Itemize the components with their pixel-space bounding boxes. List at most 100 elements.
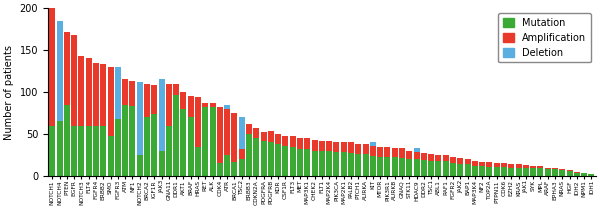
Bar [530,166,536,168]
Bar [304,138,310,149]
Bar [64,106,70,176]
Bar [275,144,281,176]
Bar [552,168,558,169]
Bar [479,166,485,176]
Y-axis label: Number of patients: Number of patients [4,45,14,140]
Bar [552,169,558,176]
Bar [406,159,412,176]
Bar [334,152,340,176]
Bar [487,162,493,167]
Bar [392,157,398,176]
Bar [188,117,194,176]
Bar [341,152,347,176]
Bar [246,134,252,176]
Bar [385,157,391,176]
Bar [49,8,55,126]
Bar [385,147,391,157]
Bar [348,142,354,153]
Bar [166,84,172,126]
Bar [326,151,332,176]
Bar [71,35,77,126]
Bar [217,107,223,163]
Bar [64,32,70,106]
Bar [559,170,565,176]
Bar [100,64,106,126]
Bar [406,151,412,159]
Bar [290,147,296,176]
Bar [348,153,354,176]
Bar [246,124,252,134]
Bar [290,136,296,147]
Bar [202,107,208,176]
Bar [319,151,325,176]
Bar [79,126,85,176]
Bar [428,154,434,161]
Bar [377,147,383,157]
Bar [137,82,143,155]
Bar [86,59,92,126]
Bar [574,173,580,176]
Bar [436,161,442,176]
Bar [413,152,419,159]
Bar [173,84,179,95]
Bar [166,126,172,176]
Bar [311,151,317,176]
Bar [428,161,434,176]
Bar [370,141,376,146]
Bar [392,148,398,157]
Bar [370,146,376,156]
Bar [304,149,310,176]
Bar [566,170,572,171]
Bar [377,157,383,176]
Bar [574,172,580,173]
Bar [260,141,266,176]
Bar [115,119,121,176]
Bar [494,167,500,176]
Bar [253,138,259,176]
Bar [399,158,405,176]
Bar [457,164,463,176]
Bar [436,155,442,161]
Bar [355,144,361,154]
Bar [144,84,150,117]
Bar [501,167,507,176]
Bar [239,117,245,149]
Bar [494,163,500,167]
Bar [232,162,238,176]
Bar [450,163,456,176]
Bar [130,81,136,106]
Bar [239,159,245,176]
Bar [209,107,215,176]
Bar [107,67,113,136]
Bar [545,168,551,169]
Bar [93,126,99,176]
Legend: Mutation, Amplification, Deletion: Mutation, Amplification, Deletion [497,13,591,62]
Bar [107,136,113,176]
Bar [122,105,128,176]
Bar [326,141,332,151]
Bar [283,146,289,176]
Bar [523,165,529,168]
Bar [144,117,150,176]
Bar [253,128,259,138]
Bar [464,159,470,164]
Bar [413,159,419,176]
Bar [443,155,449,161]
Bar [530,168,536,176]
Bar [195,97,201,147]
Bar [202,103,208,107]
Bar [297,138,303,149]
Bar [297,149,303,176]
Bar [319,141,325,151]
Bar [158,151,164,176]
Bar [545,169,551,176]
Bar [93,63,99,126]
Bar [538,168,544,176]
Bar [49,126,55,176]
Bar [56,21,62,121]
Bar [224,109,230,155]
Bar [100,126,106,176]
Bar [79,56,85,126]
Bar [181,92,187,109]
Bar [421,160,427,176]
